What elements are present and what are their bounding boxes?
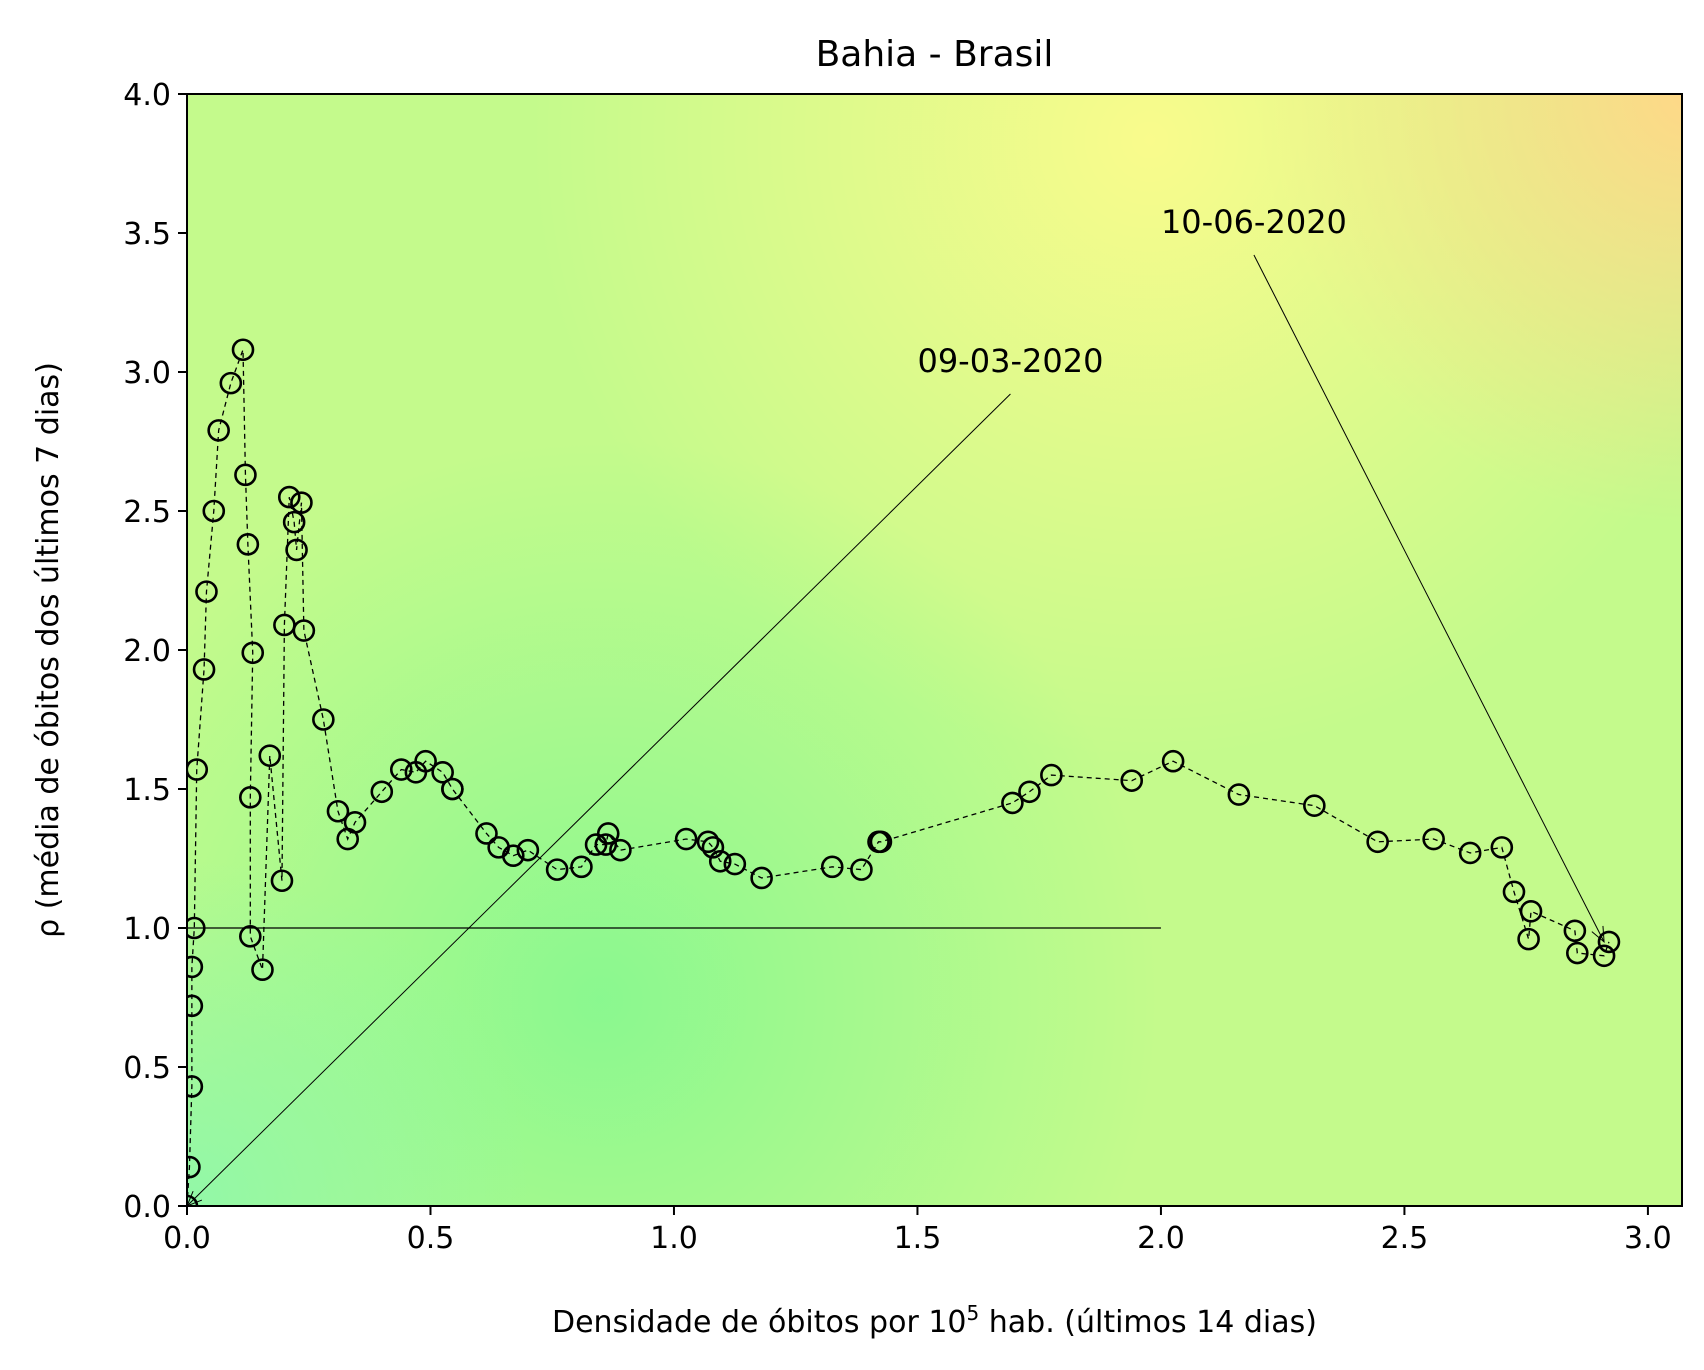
y-tick-label: 1.5	[123, 773, 171, 808]
data-point	[750, 866, 773, 890]
data-point	[258, 744, 282, 767]
data-point	[292, 619, 316, 642]
data-point	[516, 838, 540, 862]
data-point	[312, 708, 335, 731]
annotation-label: 10-06-2020	[1161, 203, 1347, 241]
x-tick-label: 2.5	[1381, 1221, 1429, 1256]
data-point	[277, 485, 301, 509]
data-point	[850, 858, 873, 881]
x-tick-label: 1.0	[650, 1221, 698, 1256]
data-point	[696, 830, 720, 854]
data-point	[701, 836, 725, 859]
data-point	[1040, 763, 1063, 787]
data-point	[431, 761, 454, 784]
data-point	[414, 749, 437, 773]
data-point	[234, 463, 257, 487]
data-point	[1366, 830, 1389, 854]
data-point	[1566, 941, 1589, 965]
data-point	[609, 838, 632, 862]
data-point	[195, 580, 218, 603]
data-point	[1018, 780, 1041, 804]
y-tick-label: 1.0	[123, 912, 171, 947]
data-point	[187, 1075, 204, 1098]
series-line	[187, 349, 1610, 1206]
x-tick-label: 0.0	[163, 1221, 211, 1256]
y-tick-label: 0.5	[123, 1051, 171, 1086]
data-point	[389, 758, 413, 781]
data-point	[1502, 880, 1526, 904]
y-tick-label: 0.0	[123, 1190, 171, 1225]
x-axis-title-main: Densidade de óbitos por 10	[552, 1305, 967, 1340]
data-point	[1161, 749, 1185, 773]
data-point	[596, 822, 620, 845]
data-point	[1592, 944, 1616, 968]
data-point	[219, 371, 243, 395]
data-point	[820, 855, 844, 879]
data-point	[241, 641, 265, 665]
data-point	[187, 758, 209, 781]
y-tick-label: 3.0	[123, 356, 171, 391]
x-tick-label: 0.5	[407, 1221, 455, 1256]
data-point	[708, 849, 732, 873]
plot-background	[187, 94, 1682, 1206]
data-point	[187, 994, 204, 1018]
data-point	[239, 925, 262, 948]
data-point	[1490, 836, 1514, 859]
data-point	[187, 916, 206, 940]
x-tick-label: 1.5	[894, 1221, 942, 1256]
data-point	[1458, 841, 1482, 865]
x-axis-title-tail: hab. (últimos 14 dias)	[979, 1305, 1317, 1340]
data-point	[570, 855, 593, 879]
data-point	[202, 499, 226, 523]
y-tick-label: 4.0	[123, 78, 171, 113]
data-point	[584, 833, 608, 856]
data-point	[251, 958, 274, 982]
annotation-label: 09-03-2020	[917, 342, 1103, 380]
data-point	[1422, 827, 1445, 851]
data-point	[1597, 930, 1621, 954]
data-point	[1303, 794, 1326, 817]
data-point	[290, 491, 313, 514]
chart-title: Bahia - Brasil	[816, 34, 1054, 75]
data-point	[207, 419, 230, 442]
data-point	[501, 844, 525, 868]
data-point	[1120, 769, 1144, 792]
data-point	[594, 833, 618, 856]
x-tick-label: 3.0	[1624, 1221, 1672, 1256]
data-point	[1227, 783, 1251, 806]
y-tick-label: 3.5	[123, 217, 171, 252]
data-point	[231, 338, 255, 362]
data-point	[285, 538, 308, 562]
data-point	[545, 858, 569, 881]
data-point	[192, 658, 216, 681]
data-point	[326, 799, 350, 823]
y-tick-label: 2.0	[123, 634, 171, 669]
data-point	[1517, 927, 1540, 951]
annotation-arrow	[186, 393, 1011, 1207]
data-point	[1519, 900, 1543, 923]
data-point	[370, 780, 394, 804]
y-axis-title: ρ (média de óbitos dos últimos 7 dias)	[31, 362, 66, 938]
data-point	[343, 811, 367, 834]
annotation-arrow	[1253, 254, 1605, 943]
data-point	[869, 830, 893, 854]
annotation-arrowhead	[1591, 925, 1605, 944]
data-point	[1001, 791, 1024, 815]
data-point	[1563, 919, 1587, 943]
data-point	[441, 777, 464, 801]
x-tick-label: 2.0	[1137, 1221, 1185, 1256]
data-point	[282, 510, 306, 534]
data-point	[674, 827, 698, 851]
data-point	[239, 786, 262, 809]
x-axis-title: Densidade de óbitos por 105 hab. (último…	[552, 1301, 1317, 1340]
data-point	[187, 1155, 201, 1179]
x-axis-title-sup: 5	[967, 1301, 980, 1325]
data-point	[187, 955, 204, 979]
y-tick-label: 2.5	[123, 495, 171, 530]
data-point	[723, 852, 747, 876]
data-point	[270, 869, 294, 893]
data-point	[236, 533, 260, 556]
data-point	[475, 822, 498, 845]
